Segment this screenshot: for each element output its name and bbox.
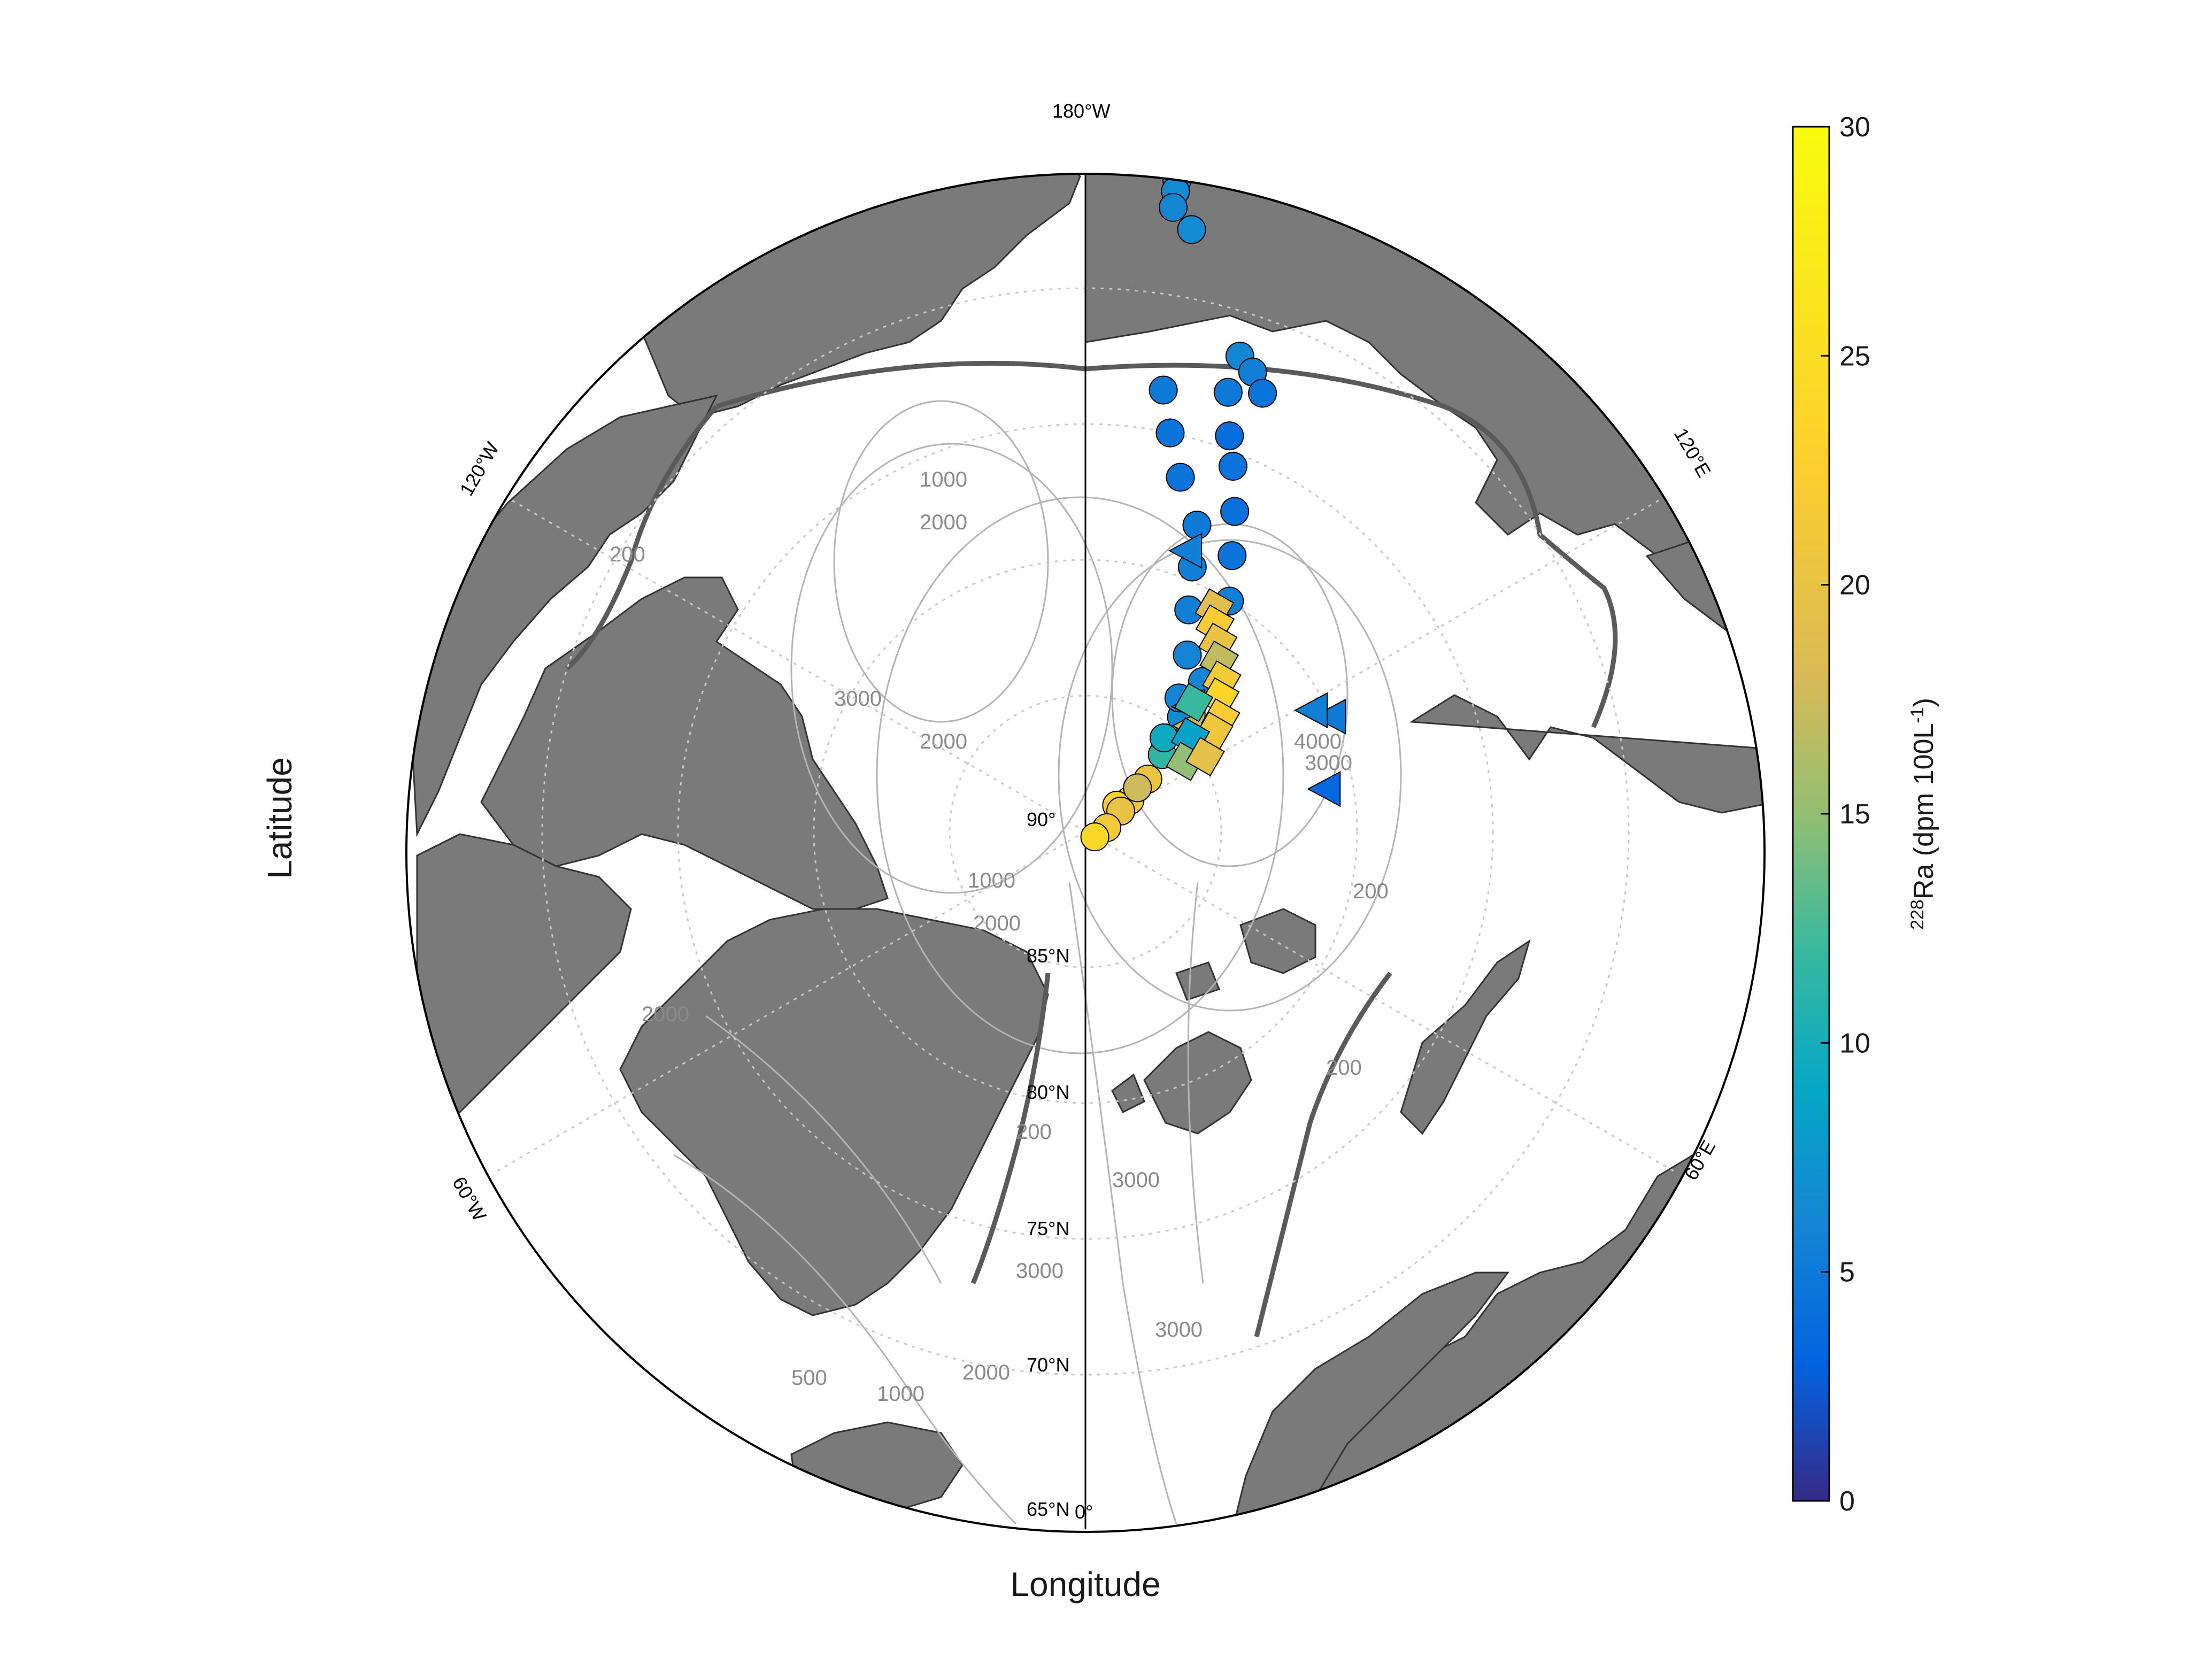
colorbar-label-sup: 228 — [1907, 899, 1928, 930]
depth-label: 200 — [1016, 1120, 1052, 1144]
colorbar-tick-label: 20 — [1839, 570, 1870, 601]
depth-label: 2000 — [920, 511, 967, 534]
depth-label: 3000 — [1155, 1318, 1203, 1342]
sample-circle-marker — [1182, 511, 1212, 540]
x-axis-title: Longitude — [1010, 1565, 1160, 1604]
lon-label-0: 0° — [1075, 1501, 1093, 1523]
colorbar-label-main: Ra (dpm 100L — [1908, 723, 1939, 900]
land-novaya-zemlya — [1400, 939, 1531, 1135]
sample-triangle-marker — [1312, 698, 1346, 735]
lat-label-65: 65°N — [1027, 1498, 1069, 1520]
lat-label-70: 70°N — [1027, 1354, 1069, 1376]
colorbar-tick-label: 0 — [1839, 1486, 1855, 1517]
sample-circle-marker — [1155, 418, 1185, 448]
colorbar-label-sup2: -1 — [1907, 707, 1928, 723]
sample-circle-marker — [1215, 421, 1244, 451]
lat-label-85: 85°N — [1027, 945, 1069, 967]
sample-circle-marker — [1159, 192, 1188, 222]
map-frame — [405, 173, 1766, 1533]
arctic-map: 1000 2000 200 3000 2000 4000 3000 1000 2… — [406, 174, 1765, 1532]
lon-label-60w: 60°W — [448, 1173, 491, 1225]
sample-triangle-marker — [1293, 692, 1328, 729]
sample-circle-marker — [1149, 375, 1178, 405]
depth-label: 1000 — [968, 869, 1015, 892]
latitude-labels: 90° 85°N 80°N 75°N 70°N 65°N — [1027, 808, 1069, 1520]
colorbar-label: 228Ra (dpm 100L-1) — [1907, 698, 1939, 930]
land-scandinavia — [1229, 1271, 1509, 1532]
y-axis-title: Latitude — [260, 757, 299, 879]
sample-circle-marker — [1220, 497, 1250, 526]
sample-square-marker — [1185, 737, 1225, 776]
colorbar-tick-label: 5 — [1839, 1257, 1855, 1288]
depth-label: 3000 — [1112, 1168, 1160, 1192]
depth-label: 1000 — [877, 1382, 924, 1406]
sample-square-marker — [1174, 682, 1214, 722]
depth-label: 200 — [1353, 880, 1389, 903]
data-markers — [1080, 174, 1346, 852]
colorbar-tick-label: 10 — [1839, 1028, 1870, 1059]
lat-label-75: 75°N — [1027, 1217, 1069, 1239]
depth-label: 500 — [791, 1366, 827, 1390]
lat-label-80: 80°N — [1027, 1081, 1069, 1103]
pole-label: 90° — [1027, 808, 1056, 830]
sample-circle-marker — [1218, 541, 1247, 571]
sample-triangle-marker — [1307, 770, 1341, 807]
sample-circle-marker — [1177, 215, 1206, 244]
colorbar-label-suffix: ) — [1908, 698, 1939, 707]
land-greenland — [619, 908, 1049, 1316]
sample-circle-marker — [1213, 377, 1243, 407]
sample-circle-marker — [1123, 773, 1152, 803]
sample-circle-marker — [1218, 452, 1247, 481]
shelf-contours — [565, 360, 1618, 1338]
land-svalbard — [1111, 1031, 1252, 1135]
lon-label-120e: 120°E — [1670, 425, 1715, 481]
depth-label: 2000 — [973, 912, 1021, 935]
lon-label-120w: 120°W — [455, 438, 503, 499]
land-franz-josef — [1175, 908, 1316, 1001]
colorbar-tick-label: 30 — [1839, 112, 1870, 143]
depth-label: 2000 — [642, 1003, 689, 1026]
sample-triangle-marker — [1168, 533, 1203, 569]
depth-label: 4000 — [1294, 730, 1342, 753]
depth-label: 200 — [1326, 1056, 1362, 1080]
depth-label: 3000 — [1016, 1259, 1064, 1283]
depth-label: 200 — [610, 543, 645, 566]
depth-label: 2000 — [962, 1361, 1010, 1384]
depth-labels: 1000 2000 200 3000 2000 4000 3000 1000 2… — [610, 468, 1389, 1406]
sample-circle-marker — [1248, 379, 1277, 408]
colorbar: 0 5 10 15 20 25 30 228Ra (dpm 100L-1) — [1792, 112, 1939, 1517]
depth-label: 3000 — [834, 687, 882, 711]
colorbar-tick-label: 15 — [1839, 799, 1870, 830]
land-taymyr-kara — [1409, 694, 1765, 954]
colorbar-ticks: 0 5 10 15 20 25 30 — [1821, 112, 1870, 1517]
sample-circle-marker — [1173, 641, 1202, 670]
land-canada-mainland — [406, 394, 718, 837]
depth-label: 3000 — [1305, 751, 1352, 775]
lon-label-180w: 180°W — [1052, 100, 1110, 122]
sample-circle-marker — [1166, 463, 1195, 492]
sample-circle-marker — [1080, 822, 1110, 852]
depth-label: 1000 — [920, 468, 967, 491]
colorbar-tick-label: 25 — [1839, 341, 1870, 372]
